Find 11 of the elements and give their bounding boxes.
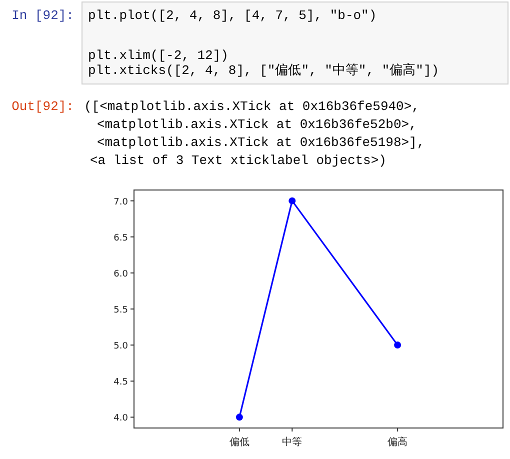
y-tick-label: 6.0	[114, 269, 128, 280]
x-tick-label: 偏高	[388, 436, 408, 448]
y-tick-label: 4.5	[114, 378, 128, 388]
x-tick-label: 中等	[282, 436, 302, 448]
y-tick-label: 7.0	[114, 197, 128, 208]
annotations: In [92]: plt.plot([2, 4, 8], [4, 7, 5], ″b-o″) plt.xlim([-2, 12]) plt.xticks([2, 4, 8], [″偏低″, ″中等″, ″偏高″]) Out[92]: ([<matplotlib.axis.XTick at 0x16b36fe5940>, <matplotlib.axis.XTick at 0x16b36fe52b0>, <matplotlib.axis.XTick at 0x16b36fe5198>], <a list of 3 Text xticklabel objects>)	[12, 2, 508, 168]
y-tick-label: 4.0	[114, 414, 128, 424]
y-tick-label: 5.0	[114, 342, 128, 352]
y-tick-label: 5.5	[114, 306, 128, 316]
x-tick-label: 偏低	[229, 436, 250, 448]
y-tick-label: 6.5	[114, 233, 128, 244]
